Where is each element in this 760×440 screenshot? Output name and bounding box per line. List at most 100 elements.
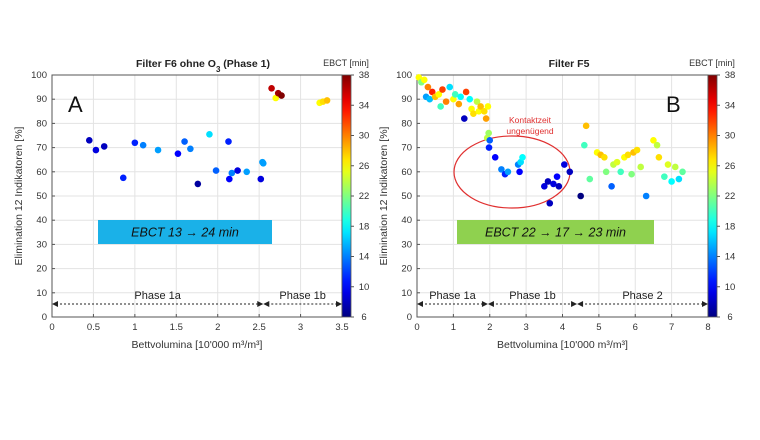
y-tick-label: 20: [36, 264, 47, 275]
colorbar-tick-label: 30: [359, 131, 370, 142]
phase-label: Phase 1a: [134, 290, 181, 302]
data-point: [119, 174, 127, 182]
data-point: [642, 192, 650, 200]
data-point: [455, 100, 463, 108]
data-point: [139, 141, 147, 149]
data-point: [446, 83, 454, 91]
data-point: [650, 137, 657, 144]
data-point: [257, 175, 265, 183]
data-point: [577, 192, 584, 200]
data-point: [92, 146, 100, 154]
phase-arrow-head-left: [52, 301, 58, 307]
phase-arrow-head-right: [702, 301, 708, 307]
data-point: [228, 169, 236, 177]
ebct-label-text: EBCT 22 → 17 → 23 min: [485, 226, 626, 240]
data-point: [637, 163, 645, 171]
chart-title: Filter F5: [549, 58, 590, 70]
data-point: [243, 168, 251, 176]
data-point: [194, 180, 202, 188]
phase-arrow-head-left: [417, 301, 423, 307]
data-point: [566, 168, 574, 176]
colorbar-tick-label: 6: [727, 312, 732, 323]
data-point: [323, 97, 331, 104]
ebct-label-text: EBCT 13 → 24 min: [131, 226, 239, 240]
data-point: [582, 122, 590, 130]
data-point: [424, 83, 432, 91]
y-tick-label: 70: [36, 143, 47, 154]
data-point: [504, 168, 512, 176]
y-tick-label: 30: [36, 239, 47, 250]
x-tick-label: 2: [487, 322, 492, 333]
x-tick-label: 2.5: [253, 322, 266, 333]
data-point: [415, 74, 423, 81]
phase-arrow-head-right: [336, 301, 342, 307]
y-tick-label: 70: [401, 143, 412, 154]
x-tick-label: 0.5: [87, 322, 100, 333]
annotation-text: Kontaktzeit: [509, 115, 552, 125]
data-point: [226, 175, 233, 183]
data-point: [668, 178, 675, 185]
data-point: [428, 88, 436, 96]
data-point: [601, 153, 608, 161]
data-point: [664, 161, 672, 168]
data-point: [206, 130, 213, 138]
data-point: [473, 98, 481, 105]
phase-arrow-head-left: [487, 301, 494, 307]
data-point: [586, 175, 594, 183]
y-tick-label: 80: [36, 118, 47, 129]
y-tick-label: 40: [401, 215, 412, 226]
data-point: [544, 178, 552, 185]
data-point: [628, 170, 635, 178]
data-point: [480, 108, 488, 115]
phase-label: Phase 1a: [429, 290, 476, 302]
x-axis-label: Bettvolumina [10'000 m³/m³]: [497, 339, 628, 351]
data-point: [602, 168, 610, 176]
data-point: [439, 86, 446, 93]
colorbar: [707, 74, 718, 318]
colorbar-tick-label: 10: [359, 282, 370, 293]
colorbar-title: EBCT [min]: [323, 58, 369, 68]
colorbar-tick-label: 22: [359, 191, 370, 202]
colorbar-tick-label: 10: [725, 282, 736, 293]
data-point: [225, 138, 232, 145]
data-point: [617, 168, 624, 176]
panel-letter: B: [666, 92, 681, 117]
data-point: [470, 110, 477, 118]
colorbar-tick-label: 34: [725, 100, 736, 111]
data-point: [498, 166, 505, 173]
y-tick-label: 90: [401, 94, 412, 105]
data-point: [516, 168, 523, 176]
data-point: [460, 115, 468, 122]
y-tick-label: 80: [401, 118, 412, 129]
colorbar-tick-label: 18: [725, 221, 736, 232]
phase-arrow-head-right: [257, 301, 264, 307]
x-tick-label: 1: [132, 322, 137, 333]
colorbar-tick-label: 22: [725, 191, 736, 202]
data-point: [484, 103, 492, 110]
ebct-label-box: [457, 220, 654, 244]
x-tick-label: 5: [596, 322, 601, 333]
x-tick-label: 7: [669, 322, 674, 333]
data-point: [457, 93, 464, 101]
colorbar: [341, 74, 352, 318]
phase-arrow-head-right: [571, 301, 578, 307]
x-tick-label: 1.5: [170, 322, 183, 333]
data-point: [131, 139, 139, 147]
data-point: [661, 173, 668, 180]
colorbar-tick-label: 18: [359, 221, 370, 232]
data-point: [653, 141, 661, 149]
x-tick-label: 8: [705, 322, 710, 333]
data-point: [85, 137, 93, 144]
data-point: [555, 183, 563, 190]
chart-title: Filter F6 ohne O3 (Phase 1): [136, 58, 270, 74]
data-point: [546, 199, 554, 207]
data-point: [174, 150, 182, 157]
data-point: [486, 137, 494, 144]
y-tick-label: 60: [36, 167, 47, 178]
x-tick-label: 3: [523, 322, 528, 333]
y-tick-label: 40: [36, 215, 47, 226]
y-tick-label: 10: [401, 288, 412, 299]
colorbar-tick-label: 6: [361, 312, 366, 323]
